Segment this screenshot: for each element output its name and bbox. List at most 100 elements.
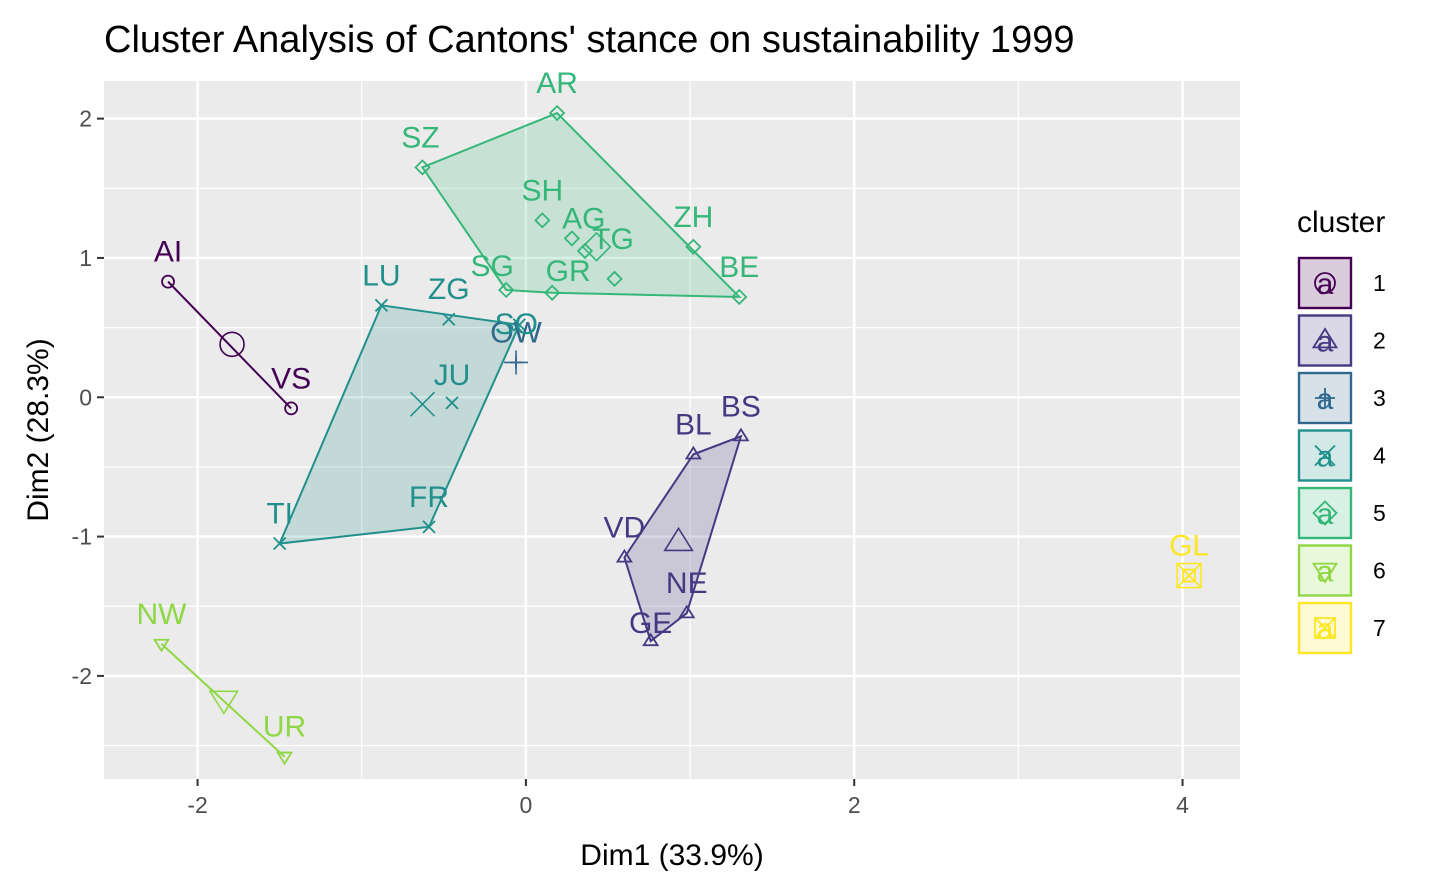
legend-glyph-4: a — [1317, 441, 1334, 474]
legend-label-1: 1 — [1373, 270, 1386, 296]
y-tick-label: 1 — [79, 245, 92, 271]
point-SO — [512, 318, 526, 332]
cluster-center-7 — [1176, 562, 1202, 589]
legend-shape-6 — [1311, 562, 1339, 584]
x-tick-label: 0 — [519, 792, 532, 818]
grid-major — [104, 81, 1240, 779]
cluster-centers — [208, 231, 1202, 715]
legend-shape-1 — [1314, 272, 1336, 294]
y-axis-title: Dim2 (28.3%) — [22, 338, 55, 521]
point-label-NE: NE — [666, 567, 708, 600]
legend-glyph-2: a — [1317, 326, 1334, 359]
point-TI — [273, 536, 287, 551]
legend-title: cluster — [1297, 206, 1385, 239]
point-label-GR: GR — [546, 255, 591, 288]
point-FR — [422, 520, 436, 534]
x-tick-label: 4 — [1176, 792, 1189, 818]
legend-key-1: a — [1297, 256, 1353, 310]
x-axis-title: Dim1 (33.9%) — [580, 839, 763, 872]
cluster-points — [152, 104, 1197, 766]
legend-label-4: 4 — [1373, 443, 1386, 469]
point-NW — [152, 638, 170, 653]
y-tick-label: 0 — [79, 384, 92, 410]
legend-key-7: a — [1297, 601, 1353, 655]
point-GE — [642, 632, 660, 647]
cluster-hull-1 — [167, 280, 292, 410]
point-label-AI: AI — [154, 236, 182, 269]
point-label-ZH: ZH — [673, 201, 713, 234]
chart-title: Cluster Analysis of Cantons' stance on s… — [104, 19, 1074, 61]
point-label-VS: VS — [271, 362, 311, 395]
point-label-SH: SH — [521, 174, 563, 207]
legend-shape-2 — [1311, 327, 1339, 349]
cluster-center-2 — [663, 526, 694, 552]
cluster-hulls — [160, 111, 743, 758]
cluster-hull-2 — [623, 434, 743, 643]
grid-minor — [104, 81, 1240, 779]
point-label-GL: GL — [1169, 530, 1209, 563]
point-AI — [161, 274, 175, 289]
point-label-SZ: SZ — [401, 121, 439, 154]
point-label-SG: SG — [471, 250, 514, 283]
point-JU — [445, 396, 459, 410]
legend-shape-3 — [1315, 388, 1335, 408]
legend-label-7: 7 — [1373, 615, 1386, 641]
point-label-BL: BL — [675, 408, 712, 441]
legend-shape-4 — [1314, 444, 1336, 467]
point-label-UR: UR — [263, 711, 306, 744]
point-unlabeled — [606, 270, 623, 288]
point-label-ZG: ZG — [428, 273, 470, 306]
cluster-center-4 — [409, 391, 436, 417]
legend-glyph-6: a — [1317, 556, 1334, 589]
point-label-VD: VD — [604, 511, 646, 544]
point-ZG — [442, 312, 456, 326]
cluster-center-5 — [581, 231, 612, 262]
cluster-hull-6 — [160, 643, 286, 758]
x-tick-label: 2 — [848, 792, 861, 818]
point-AG — [563, 230, 581, 247]
point-label-BS: BS — [721, 390, 761, 423]
cluster-center-1 — [219, 331, 245, 358]
legend-glyph-3: a — [1317, 383, 1334, 416]
point-VD — [615, 548, 633, 563]
point-NE — [678, 604, 696, 619]
legend-label-5: 5 — [1373, 500, 1386, 526]
cluster-center-6 — [208, 690, 240, 715]
legend-label-3: 3 — [1373, 385, 1386, 411]
legend-glyph-1: a — [1317, 268, 1334, 301]
point-label-NW: NW — [136, 598, 187, 631]
legend-key-4: a — [1297, 429, 1353, 482]
legend-label-2: 2 — [1373, 328, 1386, 354]
point-LU — [374, 298, 389, 312]
legend-glyph-7: a — [1317, 613, 1334, 646]
point-label-JU: JU — [434, 359, 471, 392]
point-label-FR: FR — [409, 481, 449, 514]
point-VS — [284, 401, 299, 416]
point-label-OW: OW — [490, 316, 542, 349]
cluster-hull-5 — [420, 111, 742, 299]
point-label-TG: TG — [592, 223, 634, 256]
legend-key-2: a — [1297, 314, 1353, 367]
point-TG — [576, 242, 594, 260]
point-SH — [534, 212, 551, 229]
y-tick-label: -1 — [72, 524, 92, 550]
x-axis-ticks: -2 0 2 4 — [187, 779, 1189, 818]
plot-panel — [104, 81, 1240, 779]
point-label-AR: AR — [536, 67, 578, 100]
point-BL — [684, 445, 702, 460]
point-label-SO: SO — [495, 308, 538, 341]
y-axis-ticks: -2 -1 0 1 2 — [72, 106, 104, 689]
point-AR — [548, 104, 566, 122]
point-label-GE: GE — [629, 607, 672, 640]
point-BS — [732, 427, 750, 442]
point-label-BE: BE — [719, 251, 759, 284]
cluster-center-3 — [504, 350, 529, 375]
legend: cluster a 1 a 2 a 3 a 4 a 5 a 6 a 7 — [1297, 206, 1386, 655]
point-SG — [498, 281, 515, 299]
point-label-AG: AG — [562, 202, 605, 235]
point-GR — [543, 284, 561, 301]
legend-shape-5 — [1312, 500, 1338, 526]
legend-shape-7 — [1314, 617, 1336, 639]
